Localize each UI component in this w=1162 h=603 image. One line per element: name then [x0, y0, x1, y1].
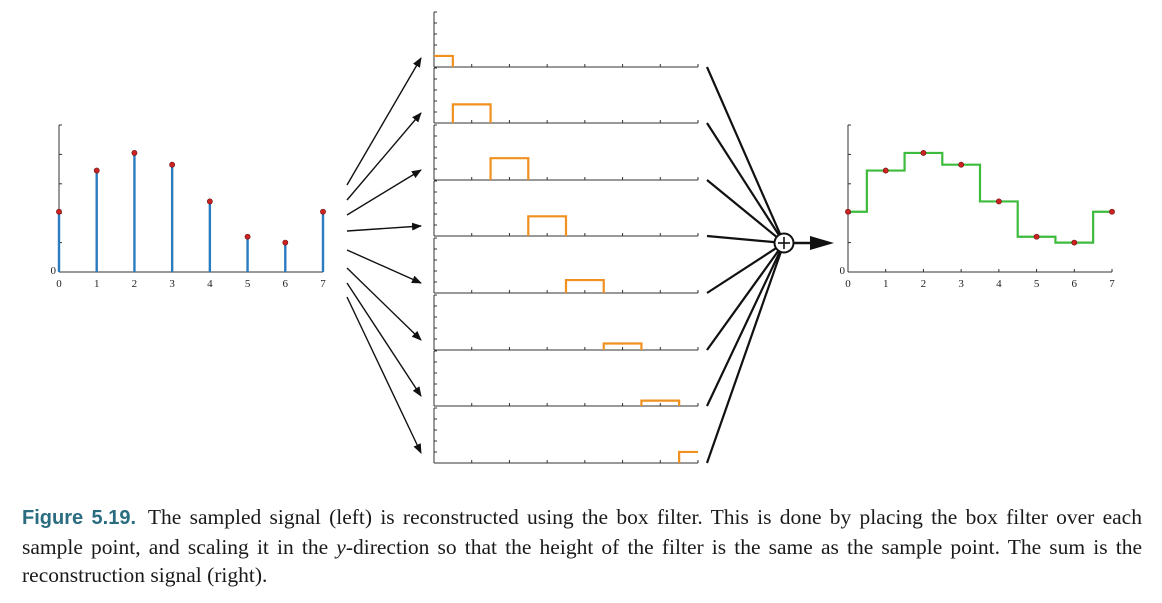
box-filter-panels — [433, 11, 699, 464]
left-y-zero-label: 0 — [51, 265, 57, 277]
sample-marker — [845, 208, 851, 215]
stem-marker — [320, 208, 326, 215]
box-filter-shape — [489, 157, 530, 180]
arrows-group — [346, 57, 834, 464]
right-x-tick-label: 4 — [996, 278, 1002, 290]
fan-out-arrow — [346, 112, 422, 201]
right-x-tick-label: 7 — [1109, 278, 1115, 290]
merge-line — [706, 179, 785, 244]
right-x-tick-label: 6 — [1072, 278, 1078, 290]
left-x-tick-label: 2 — [132, 278, 138, 290]
merge-line — [705, 66, 786, 244]
left-x-tick-label: 0 — [56, 278, 62, 290]
caption-label: Figure 5.19. — [22, 507, 137, 529]
left-x-tick-label: 1 — [94, 278, 100, 290]
merge-line — [706, 234, 785, 245]
box-filter-shape — [451, 103, 492, 123]
sample-marker — [995, 198, 1002, 205]
right-x-tick-label: 1 — [883, 278, 889, 290]
box-filter-shape — [564, 278, 605, 293]
sample-marker — [1033, 233, 1040, 240]
fan-out-arrow — [346, 169, 422, 216]
right-x-tick-label: 5 — [1034, 278, 1040, 290]
sample-marker — [958, 161, 965, 168]
fan-out-arrow — [346, 57, 422, 186]
stem-marker — [206, 198, 213, 205]
right-x-tick-label: 0 — [845, 278, 851, 290]
stem-marker — [169, 161, 176, 168]
left-x-tick-label: 4 — [207, 278, 213, 290]
left-x-tick-label: 5 — [245, 278, 251, 290]
merge-line — [706, 242, 785, 351]
merge-line — [706, 242, 785, 294]
box-filter-shape — [602, 342, 643, 350]
box-filter-shape — [434, 54, 454, 67]
stem-marker — [56, 208, 62, 215]
fan-out-arrow — [346, 249, 422, 284]
sample-marker — [882, 167, 889, 174]
merge-line — [706, 242, 785, 407]
stem-marker — [244, 233, 251, 240]
fan-out-arrow — [346, 267, 422, 341]
left-x-tick-label: 3 — [169, 278, 175, 290]
box-filter-panel-3 — [433, 180, 699, 237]
box-filter-panel-1 — [433, 67, 699, 124]
box-filter-panel-7 — [433, 407, 699, 464]
left-x-tick-label: 6 — [283, 278, 289, 290]
stem-marker — [93, 167, 100, 174]
right-x-tick-label: 2 — [921, 278, 927, 290]
stem-marker — [131, 150, 138, 156]
step-reconstruction-line — [848, 151, 1112, 244]
caption-y-variable: y — [336, 534, 346, 559]
box-filter-panel-5 — [433, 294, 699, 351]
box-filter-shape — [640, 399, 681, 406]
box-filter-panel-2 — [433, 124, 699, 181]
merge-line — [706, 122, 785, 244]
stem-marker — [282, 239, 289, 246]
right-y-zero-label: 0 — [840, 265, 846, 277]
caption-text-part1: The sampled signal (left) is reconstruct… — [22, 505, 1142, 559]
right-x-tick-label: 3 — [958, 278, 964, 290]
fan-out-arrow — [346, 296, 422, 454]
box-filter-panel-4 — [433, 237, 699, 294]
fan-out-arrow — [346, 282, 422, 397]
sample-marker — [920, 150, 927, 156]
fan-out-arrow — [346, 222, 422, 232]
output-arrow-head — [810, 236, 834, 250]
sample-marker — [1109, 208, 1115, 215]
sample-marker — [1071, 239, 1078, 246]
reconstruction-chart: 0 1 2 3 4 5 6 7 0 — [840, 124, 1115, 290]
left-x-tick-label: 7 — [320, 278, 326, 290]
box-filter-figure: 0 1 2 3 4 5 6 7 0 0 1 2 3 4 5 6 7 0 — [51, 11, 1115, 464]
sampled-signal-chart: 0 1 2 3 4 5 6 7 0 — [51, 124, 326, 290]
box-filter-shape — [527, 215, 568, 236]
box-filter-panel-0 — [433, 11, 699, 68]
box-filter-panel-6 — [433, 350, 699, 407]
figure-caption: Figure 5.19. The sampled signal (left) i… — [22, 503, 1142, 590]
caption-text-part2: -direction so that the height of the fil… — [22, 534, 1142, 588]
box-filter-shape — [678, 450, 698, 463]
merge-line — [705, 242, 786, 464]
